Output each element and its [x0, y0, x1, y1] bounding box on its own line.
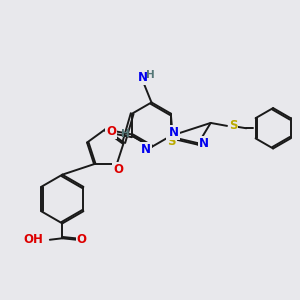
Text: H: H: [121, 129, 130, 139]
Text: O: O: [76, 233, 87, 246]
Text: S: S: [229, 118, 237, 131]
Text: N: N: [141, 143, 151, 156]
Text: N: N: [138, 71, 148, 84]
Text: OH: OH: [23, 233, 43, 246]
Text: H: H: [146, 70, 155, 80]
Text: N: N: [169, 126, 179, 140]
Text: S: S: [167, 135, 176, 148]
Text: O: O: [113, 163, 123, 176]
Text: N: N: [199, 136, 209, 150]
Text: O: O: [106, 125, 116, 138]
